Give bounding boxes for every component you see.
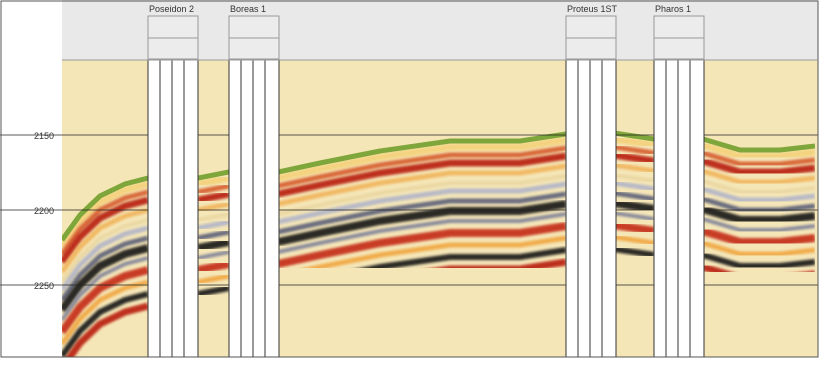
well-name: Poseidon 2	[149, 4, 194, 14]
well-track	[148, 60, 198, 357]
depth-label: 2150	[34, 131, 54, 141]
well-track	[654, 60, 704, 357]
well-name: Proteus 1ST	[567, 4, 618, 14]
depth-label: 2250	[34, 281, 54, 291]
depth-label: 2200	[34, 206, 54, 216]
well-track	[229, 60, 279, 357]
seismic-correlation-view: 2150 2200 2250 Poseidon 2 Boreas 1 Proteus 1…	[0, 0, 825, 360]
well-name: Pharos 1	[655, 4, 691, 14]
well-track	[566, 60, 616, 357]
well-name: Boreas 1	[230, 4, 266, 14]
